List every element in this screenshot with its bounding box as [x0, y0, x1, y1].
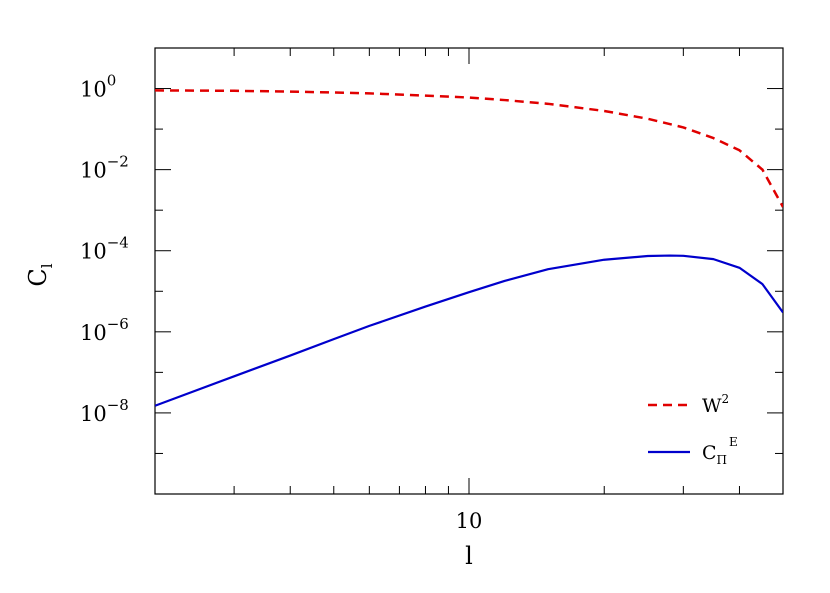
legend: W2 CΠE: [648, 392, 738, 467]
axis-tick-labels: 10 100 10−2 10−4 10−6 10−8: [80, 72, 482, 533]
y-tick-label: 10−4: [80, 234, 129, 264]
y-axis-title-main: C: [24, 268, 52, 286]
legend-label-w2: W2: [702, 392, 729, 417]
y-tick-label: 10−2: [80, 153, 129, 183]
axis-ticks: [154, 47, 784, 495]
series-line-0: [155, 89, 783, 208]
x-tick-label: 10: [456, 509, 483, 533]
legend-label-cpi-sub: Π: [717, 453, 727, 467]
series-layer: [155, 89, 783, 407]
svg-text:Cl: Cl: [24, 263, 56, 286]
legend-label-cpi-name: C: [702, 442, 717, 464]
legend-label-cpi: CΠE: [702, 435, 738, 467]
legend-label-w2-name: W: [702, 395, 722, 417]
legend-label-cpi-sup: E: [729, 435, 738, 449]
y-tick-label: 10−8: [80, 396, 129, 426]
series-line-1: [155, 254, 783, 407]
y-axis-title: Cl: [24, 263, 56, 286]
legend-label-w2-sup: 2: [722, 392, 730, 406]
y-tick-label: 10−6: [80, 315, 129, 345]
x-axis-title: l: [465, 542, 473, 570]
y-axis-title-subscript: l: [38, 263, 56, 268]
plot-frame: [154, 47, 784, 495]
y-tick-label: 100: [80, 72, 116, 102]
